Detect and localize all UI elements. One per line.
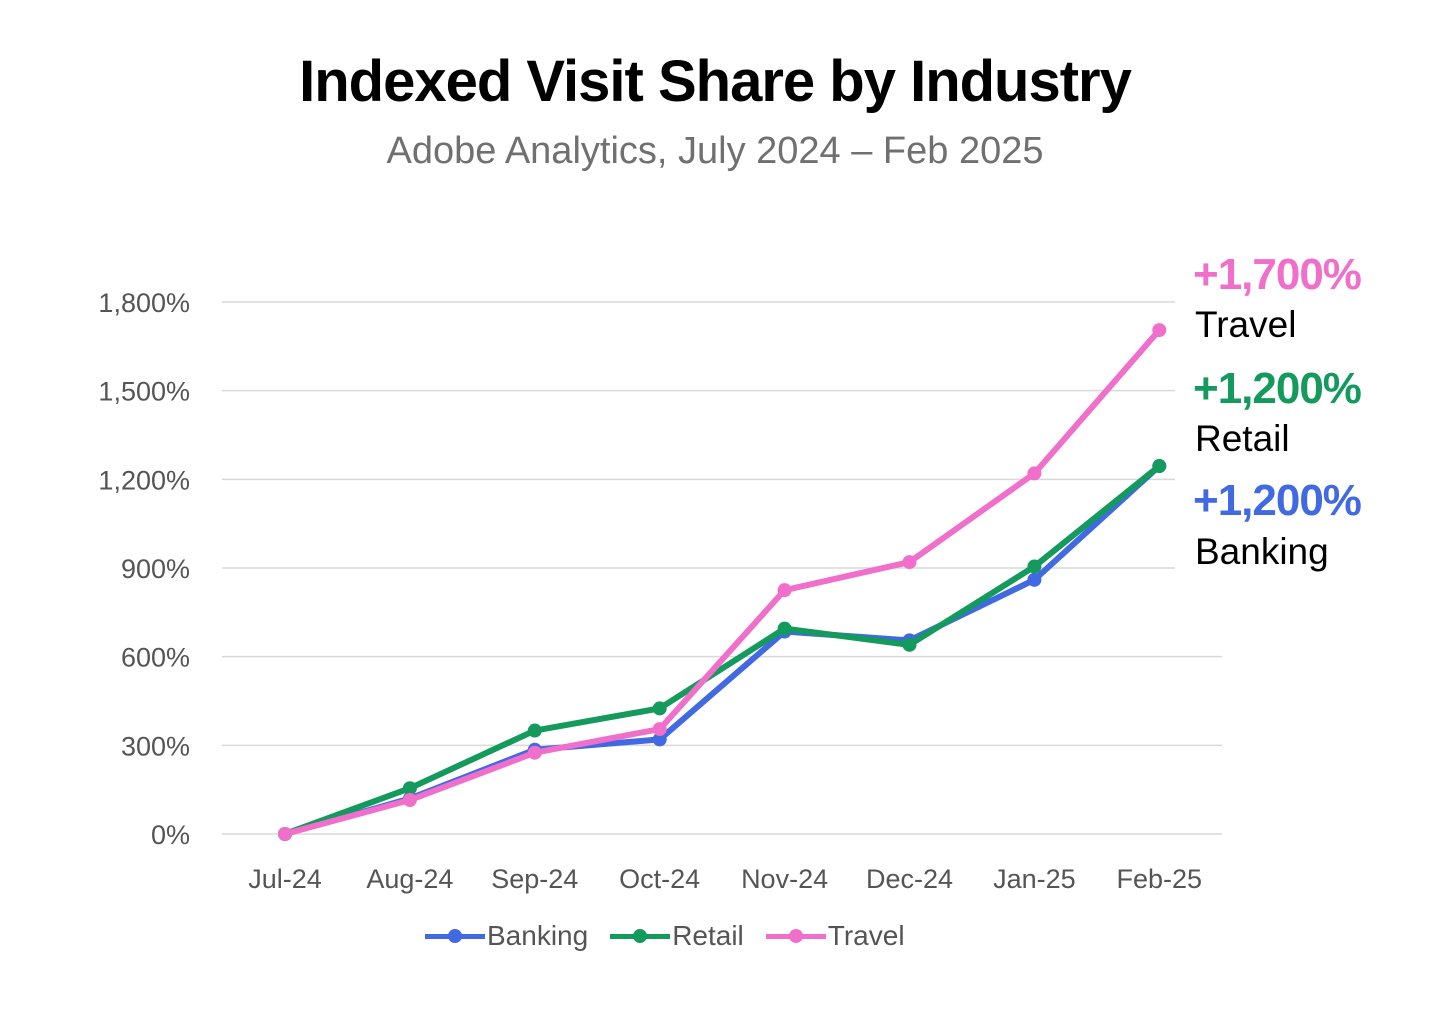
legend-item-retail: Retail — [610, 920, 744, 952]
travel-growth-label: Travel — [1195, 304, 1297, 345]
series-lines — [278, 323, 1167, 841]
x-tick-label: Oct-24 — [619, 864, 700, 894]
x-tick-label: Jul-24 — [248, 864, 322, 894]
banking-growth-label: Banking — [1195, 531, 1329, 572]
legend-label-banking: Banking — [487, 920, 589, 951]
retail-point — [1027, 559, 1042, 574]
y-tick-label: 900% — [121, 554, 190, 584]
legend-label-travel: Travel — [827, 920, 905, 951]
y-tick-label: 600% — [121, 643, 190, 673]
y-axis-ticks: 0% 300% 600% 900% 1,200% 1,500% 1,800% — [98, 288, 190, 850]
series-travel — [278, 323, 1167, 841]
x-tick-label: Sep-24 — [491, 864, 578, 894]
retail-point — [652, 701, 667, 716]
travel-point — [278, 827, 292, 841]
y-tick-label: 1,500% — [98, 377, 190, 407]
travel-growth-value: +1,700% — [1193, 250, 1362, 299]
y-tick-label: 1,800% — [98, 288, 190, 318]
legend-swatch-retail — [610, 928, 671, 943]
retail-point — [902, 637, 917, 652]
retail-point — [1152, 459, 1167, 474]
x-tick-label: Aug-24 — [366, 864, 453, 894]
travel-point — [777, 583, 792, 598]
y-tick-label: 300% — [121, 731, 190, 761]
travel-point — [527, 745, 542, 760]
travel-point — [1027, 466, 1042, 481]
banking-line — [282, 463, 1163, 837]
x-tick-label: Feb-25 — [1117, 864, 1203, 894]
series-retail — [278, 459, 1167, 841]
retail-growth-label: Retail — [1195, 418, 1290, 459]
banking-point — [652, 732, 667, 747]
retail-line — [282, 463, 1163, 837]
travel-point — [652, 722, 667, 737]
x-tick-label: Jan-25 — [993, 864, 1076, 894]
travel-point — [1152, 323, 1167, 338]
retail-point — [527, 723, 542, 738]
y-tick-label: 1,200% — [98, 465, 190, 495]
x-tick-label: Dec-24 — [866, 864, 953, 894]
travel-point — [902, 555, 917, 570]
retail-growth-value: +1,200% — [1193, 364, 1362, 413]
legend-swatch-travel — [765, 928, 826, 943]
legend-item-banking: Banking — [425, 920, 588, 952]
travel-point — [402, 793, 417, 808]
legend-swatch-banking — [425, 928, 485, 943]
banking-point — [1027, 572, 1042, 587]
x-tick-label: Nov-24 — [741, 864, 828, 894]
y-tick-label: 0% — [151, 820, 190, 850]
x-axis-ticks: Jul-24 Aug-24 Sep-24 Oct-24 Nov-24 Dec-24 Jan-… — [248, 864, 1202, 894]
chart-legend: Banking Retail Travel — [425, 920, 927, 952]
retail-point — [402, 781, 417, 796]
chart-title: Indexed Visit Share by Industry — [299, 49, 1132, 114]
banking-growth-value: +1,200% — [1193, 476, 1362, 525]
legend-item-travel: Travel — [765, 920, 905, 952]
travel-line — [282, 327, 1163, 837]
legend-label-retail: Retail — [672, 920, 744, 951]
retail-point — [777, 621, 792, 636]
gridlines — [222, 301, 1222, 835]
chart-subtitle: Adobe Analytics, July 2024 – Feb 2025 — [386, 130, 1044, 172]
